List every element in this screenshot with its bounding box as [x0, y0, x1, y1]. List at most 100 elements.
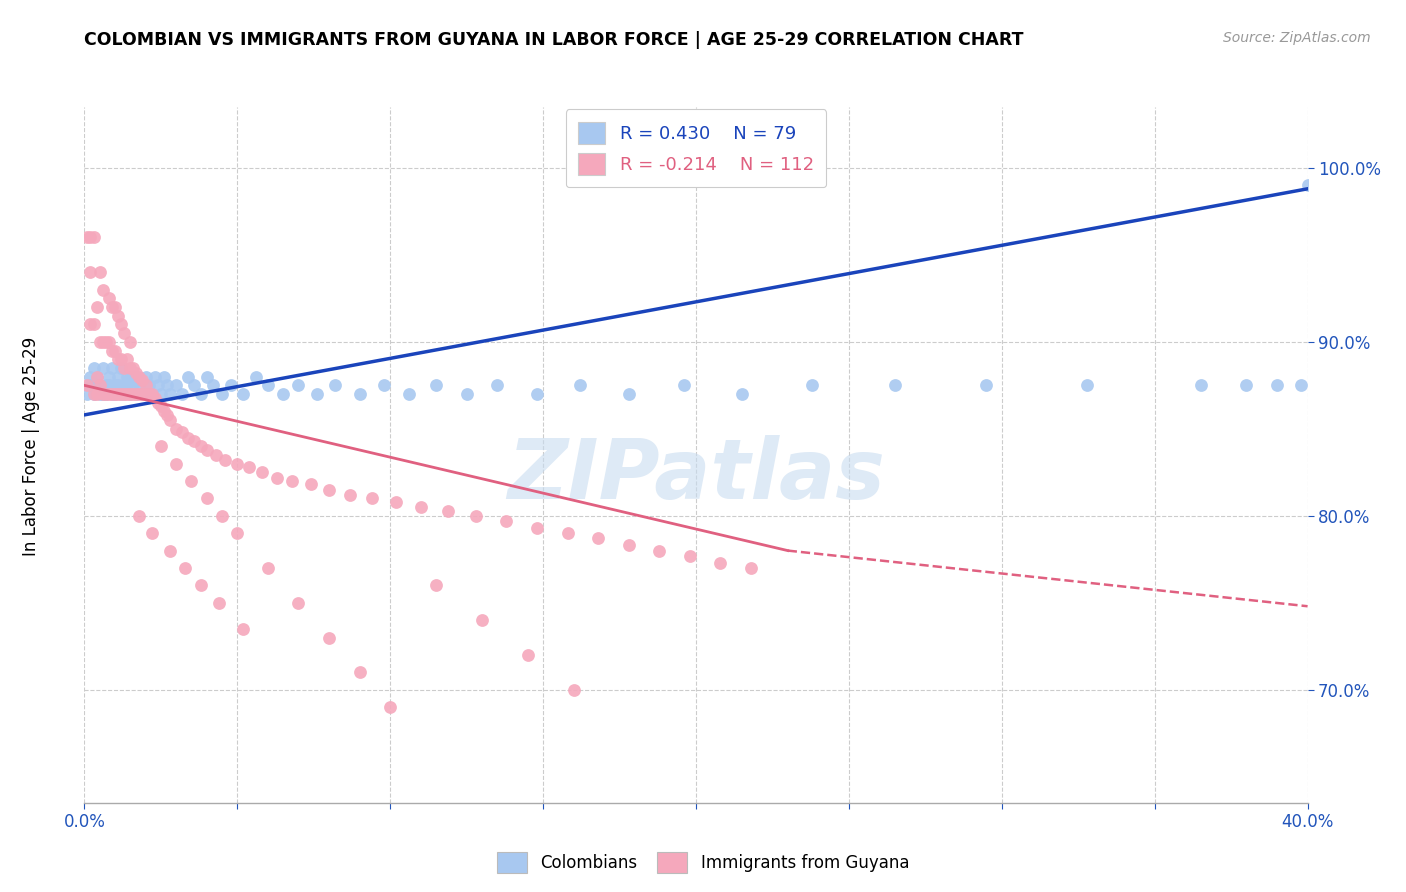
- Point: [568, 378, 591, 392]
- Legend: R = 0.430    N = 79, R = -0.214    N = 112: R = 0.430 N = 79, R = -0.214 N = 112: [565, 109, 827, 187]
- Point: [1291, 378, 1313, 392]
- Point: [1234, 378, 1257, 392]
- Point: [110, 387, 132, 401]
- Point: [257, 378, 280, 392]
- Point: [131, 387, 153, 401]
- Point: [128, 387, 150, 401]
- Point: [86, 300, 108, 314]
- Point: [437, 503, 460, 517]
- Point: [128, 378, 150, 392]
- Point: [101, 387, 124, 401]
- Point: [76, 230, 98, 244]
- Point: [526, 387, 548, 401]
- Point: [146, 395, 169, 409]
- Point: [245, 369, 267, 384]
- Text: Source: ZipAtlas.com: Source: ZipAtlas.com: [1223, 31, 1371, 45]
- Point: [177, 369, 200, 384]
- Point: [112, 387, 135, 401]
- Point: [318, 483, 340, 497]
- Point: [409, 500, 432, 514]
- Point: [89, 378, 111, 392]
- Point: [586, 532, 609, 546]
- Point: [104, 387, 127, 401]
- Point: [159, 413, 181, 427]
- Point: [76, 387, 98, 401]
- Point: [125, 387, 148, 401]
- Point: [110, 387, 132, 401]
- Point: [112, 378, 135, 392]
- Point: [165, 378, 187, 392]
- Point: [97, 387, 120, 401]
- Point: [122, 387, 145, 401]
- Point: [89, 265, 111, 279]
- Point: [339, 488, 361, 502]
- Point: [373, 378, 395, 392]
- Point: [201, 378, 224, 392]
- Point: [883, 378, 905, 392]
- Point: [91, 360, 114, 375]
- Point: [91, 387, 114, 401]
- Point: [94, 387, 117, 401]
- Point: [138, 378, 160, 392]
- Point: [86, 369, 108, 384]
- Point: [153, 369, 176, 384]
- Point: [120, 387, 142, 401]
- Text: COLOMBIAN VS IMMIGRANTS FROM GUYANA IN LABOR FORCE | AGE 25-29 CORRELATION CHART: COLOMBIAN VS IMMIGRANTS FROM GUYANA IN L…: [84, 31, 1024, 49]
- Point: [110, 318, 132, 332]
- Point: [120, 334, 142, 349]
- Point: [740, 561, 762, 575]
- Point: [79, 369, 101, 384]
- Point: [1189, 378, 1212, 392]
- Point: [318, 631, 340, 645]
- Point: [190, 439, 212, 453]
- Point: [83, 360, 105, 375]
- Point: [83, 318, 105, 332]
- Point: [104, 343, 127, 358]
- Point: [208, 596, 231, 610]
- Point: [172, 387, 194, 401]
- Point: [79, 318, 101, 332]
- Point: [107, 387, 129, 401]
- Point: [180, 474, 202, 488]
- Point: [101, 360, 124, 375]
- Point: [287, 378, 309, 392]
- Point: [122, 360, 145, 375]
- Point: [153, 404, 176, 418]
- Point: [76, 378, 98, 392]
- Point: [174, 561, 197, 575]
- Point: [101, 387, 124, 401]
- Point: [195, 442, 218, 457]
- Point: [128, 369, 150, 384]
- Point: [89, 334, 111, 349]
- Point: [226, 526, 249, 541]
- Point: [141, 387, 163, 401]
- Point: [156, 378, 179, 392]
- Point: [349, 387, 371, 401]
- Point: [86, 387, 108, 401]
- Point: [86, 378, 108, 392]
- Point: [122, 378, 145, 392]
- Point: [79, 230, 101, 244]
- Point: [425, 578, 447, 592]
- Point: [709, 556, 731, 570]
- Point: [165, 457, 187, 471]
- Text: In Labor Force | Age 25-29: In Labor Force | Age 25-29: [22, 336, 39, 556]
- Point: [131, 387, 153, 401]
- Point: [495, 514, 517, 528]
- Point: [97, 378, 120, 392]
- Point: [149, 387, 172, 401]
- Point: [299, 477, 322, 491]
- Point: [141, 526, 163, 541]
- Point: [172, 425, 194, 440]
- Point: [648, 543, 671, 558]
- Point: [159, 543, 181, 558]
- Point: [617, 538, 640, 552]
- Point: [128, 508, 150, 523]
- Point: [141, 387, 163, 401]
- Point: [486, 378, 509, 392]
- Point: [91, 387, 114, 401]
- Point: [226, 457, 249, 471]
- Point: [238, 460, 260, 475]
- Point: [143, 391, 166, 405]
- Point: [97, 369, 120, 384]
